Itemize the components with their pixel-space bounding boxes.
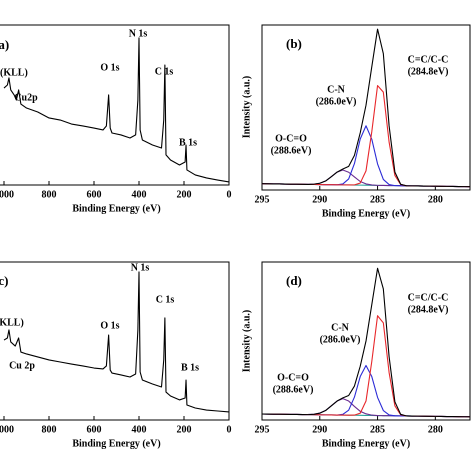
annotation: N 1s (129, 28, 148, 39)
annotation: C 1s (156, 294, 175, 305)
x-tick-label: 800 (42, 424, 57, 435)
x-tick-label: 290 (312, 424, 327, 435)
x-axis-title: Binding Energy (eV) (322, 438, 410, 449)
x-tick-label: 600 (87, 189, 102, 200)
annotation: (284.8eV) (408, 66, 449, 77)
x-axis-title: Binding Energy (eV) (72, 203, 160, 214)
x-tick-label: 280 (428, 424, 443, 435)
x-axis-title: Binding Energy (eV) (72, 438, 160, 449)
x-tick-label: 285 (370, 194, 385, 205)
x-tick-label: 0 (227, 424, 232, 435)
annotation: Cu2p (14, 92, 38, 103)
x-tick-label: 200 (177, 424, 192, 435)
annotation: C-N (331, 322, 350, 333)
annotation: C 1s (155, 66, 174, 77)
panel-label: (c) (0, 273, 8, 288)
annotation: O 1s (100, 320, 119, 331)
spectrum-line (261, 267, 471, 418)
x-tick-label: 1000 (0, 424, 14, 435)
x-tick-label: 290 (312, 194, 327, 205)
plot-frame (261, 24, 471, 191)
annotation: (288.6eV) (273, 384, 314, 395)
annotation: Cu 2p (9, 360, 35, 371)
annotation: C-N (327, 84, 346, 95)
plot-frame (0, 261, 230, 421)
y-axis-title: Intensity (a.u.) (241, 76, 252, 139)
annotation: O-C=O (275, 133, 307, 144)
x-tick-label: 280 (428, 194, 443, 205)
x-tick-label: 200 (177, 189, 192, 200)
annotation: O-C=O (277, 372, 309, 383)
x-tick-label: 600 (87, 424, 102, 435)
spectrum-line (3, 37, 230, 183)
annotation: (284.8eV) (408, 304, 449, 315)
annotation: N 1s (131, 262, 150, 273)
x-tick-label: 295 (255, 194, 270, 205)
x-tick-label: 285 (370, 424, 385, 435)
panel-label: (d) (286, 273, 302, 288)
x-tick-label: 1000 (0, 189, 14, 200)
y-axis-title: Intensity (a.u.) (241, 310, 252, 373)
plot-frame (0, 24, 230, 186)
annotation: O 1s (100, 62, 119, 73)
spectrum-line (3, 271, 230, 413)
x-axis-title: Binding Energy (eV) (322, 208, 410, 219)
annotation: (286.0eV) (316, 96, 357, 107)
annotation: O(KLL) (0, 67, 28, 78)
spectrum-line (261, 28, 471, 188)
annotation: B 1s (181, 362, 199, 373)
panel-label: (b) (286, 36, 302, 51)
plot-frame (261, 261, 471, 421)
annotation: O(KLL) (0, 317, 24, 328)
annotation: C=C/C-C (408, 292, 449, 303)
annotation: (286.0eV) (320, 334, 361, 345)
x-tick-label: 800 (42, 189, 57, 200)
annotation: C=C/C-C (408, 54, 449, 65)
x-tick-label: 400 (132, 424, 147, 435)
x-tick-label: 400 (132, 189, 147, 200)
annotation: B 1s (179, 137, 197, 148)
x-tick-label: 0 (227, 189, 232, 200)
panel-label: (a) (0, 37, 9, 52)
x-tick-label: 295 (255, 424, 270, 435)
annotation: (288.6eV) (271, 145, 312, 156)
